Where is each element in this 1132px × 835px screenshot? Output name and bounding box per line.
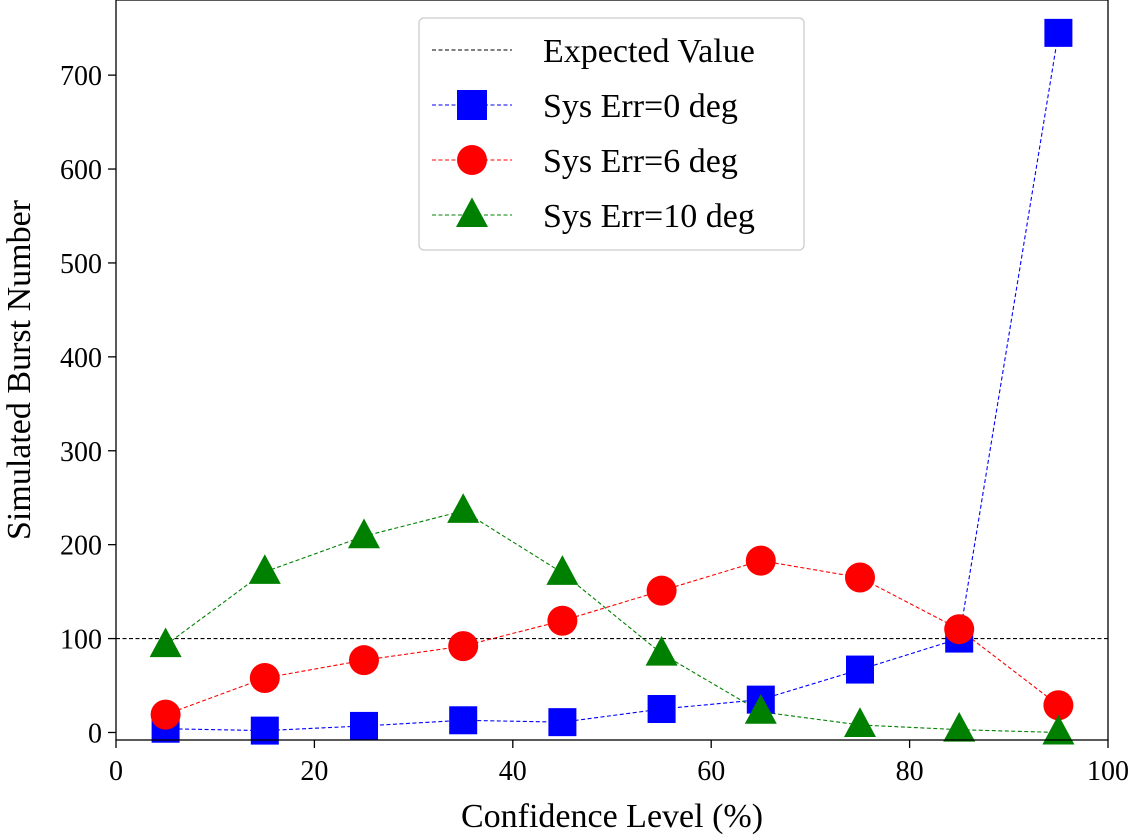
- y-tick-label: 500: [60, 249, 102, 280]
- series-3-point: [744, 694, 777, 724]
- series-2-point: [249, 663, 280, 694]
- series-2-point: [448, 631, 479, 662]
- series-1-point: [350, 711, 378, 740]
- series-3-point: [1042, 714, 1075, 745]
- series-3-point: [844, 707, 876, 737]
- legend-marker: [456, 197, 488, 227]
- legend-box: [418, 17, 805, 251]
- series-3-point: [447, 493, 480, 523]
- series-2-point: [1043, 690, 1074, 721]
- series-1-point: [647, 695, 676, 724]
- legend-label: Expected Value: [543, 33, 755, 70]
- series-3-line: [165, 510, 1059, 734]
- series-2-point: [349, 645, 379, 676]
- x-tick-label: 40: [499, 756, 527, 787]
- y-tick-label: 700: [60, 61, 102, 92]
- y-tick-label: 300: [60, 437, 102, 468]
- x-tick-label: 80: [896, 756, 924, 787]
- series-2-point: [547, 605, 578, 636]
- legend-label: Sys Err=10 deg: [543, 198, 755, 235]
- series-2-line: [165, 560, 1059, 716]
- series-3-point: [546, 555, 579, 585]
- series-2-point: [944, 614, 975, 645]
- series-3-point: [348, 518, 380, 549]
- plot-area: [116, 18, 1108, 745]
- x-axis-label: Confidence Level (%): [461, 798, 763, 835]
- y-axis-ticks: 0 100 200 300 400 500 600 700: [60, 61, 116, 749]
- series-3-point: [149, 627, 182, 658]
- legend: Expected Value Sys Err=0 deg Sys Err=6 deg…: [418, 17, 805, 251]
- y-tick-label: 600: [60, 155, 102, 186]
- x-axis-ticks: 0 20 40 60 80 100: [109, 740, 1129, 787]
- legend-items: Expected Value Sys Err=0 deg Sys Err=6 deg…: [432, 33, 755, 235]
- y-tick-label: 100: [60, 625, 102, 656]
- series-3-point: [943, 712, 976, 742]
- x-tick-label: 100: [1087, 756, 1129, 787]
- y-tick-label: 400: [60, 343, 102, 374]
- series-1-point: [548, 708, 577, 737]
- axes-frame: [115, 0, 1109, 741]
- series-3-point: [645, 635, 678, 666]
- legend-label: Sys Err=0 deg: [543, 88, 738, 125]
- series-1-point: [846, 655, 874, 684]
- x-tick-label: 0: [109, 756, 123, 787]
- series-2-point: [646, 575, 677, 606]
- series-1-point: [1044, 18, 1073, 47]
- y-tick-label: 0: [88, 718, 102, 749]
- series-2-point: [150, 699, 181, 730]
- x-tick-label: 20: [300, 756, 328, 787]
- legend-marker: [457, 90, 487, 120]
- y-axis-label: Simulated Burst Number: [1, 199, 38, 540]
- series-3-point: [248, 554, 281, 584]
- series-2-point: [845, 562, 875, 593]
- series-2-point: [745, 545, 776, 576]
- x-tick-label: 60: [697, 756, 725, 787]
- y-tick-label: 200: [60, 531, 102, 562]
- legend-label: Sys Err=6 deg: [543, 143, 738, 180]
- series-1-point: [449, 706, 478, 735]
- legend-marker: [457, 145, 487, 175]
